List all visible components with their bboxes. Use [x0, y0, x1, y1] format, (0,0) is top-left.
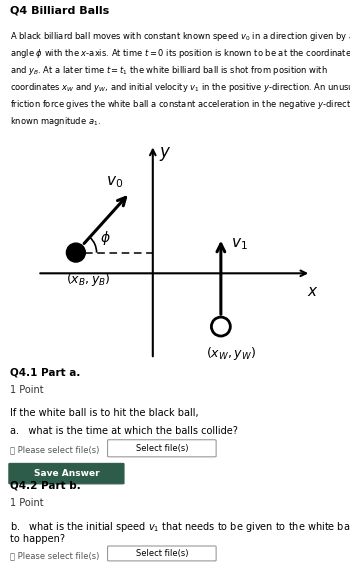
FancyBboxPatch shape	[107, 546, 216, 561]
Text: 1 Point: 1 Point	[10, 498, 44, 508]
Circle shape	[66, 243, 85, 262]
Text: Save Answer: Save Answer	[34, 469, 99, 478]
Text: Q4.2 Part b.: Q4.2 Part b.	[10, 481, 81, 491]
FancyBboxPatch shape	[107, 440, 216, 457]
Text: $y$: $y$	[159, 145, 172, 164]
Text: to happen?: to happen?	[10, 534, 65, 544]
Text: $(x_B ,y_B)$: $(x_B ,y_B)$	[65, 271, 110, 288]
Text: $v_0$: $v_0$	[106, 174, 124, 190]
Text: $x$: $x$	[307, 284, 318, 298]
FancyBboxPatch shape	[9, 463, 124, 484]
Text: a.   what is the time at which the balls collide?: a. what is the time at which the balls c…	[10, 426, 238, 436]
Text: A black billiard ball moves with constant known speed $v_0$ in a direction given: A black billiard ball moves with constan…	[10, 30, 350, 128]
Text: $\phi$: $\phi$	[99, 230, 110, 247]
Text: ⎙ Please select file(s): ⎙ Please select file(s)	[10, 446, 100, 454]
Text: $(x_W ,y_W)$: $(x_W ,y_W)$	[206, 345, 256, 362]
Text: If the white ball is to hit the black ball,: If the white ball is to hit the black ba…	[10, 408, 199, 418]
Text: Q4 Billiard Balls: Q4 Billiard Balls	[10, 6, 110, 16]
Text: $v_1$: $v_1$	[231, 237, 248, 252]
Text: b.   what is the initial speed $v_1$ that needs to be given to the white ball fo: b. what is the initial speed $v_1$ that …	[10, 520, 350, 534]
Text: Select file(s): Select file(s)	[135, 444, 188, 453]
Text: ⎙ Please select file(s): ⎙ Please select file(s)	[10, 551, 100, 560]
Text: Q4.1 Part a.: Q4.1 Part a.	[10, 368, 81, 378]
Text: 1 Point: 1 Point	[10, 385, 44, 395]
Text: Select file(s): Select file(s)	[135, 549, 188, 558]
